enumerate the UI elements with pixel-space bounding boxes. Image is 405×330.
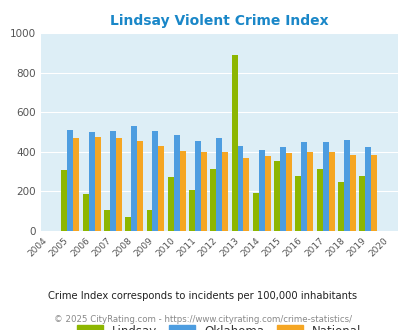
Bar bbox=[349, 155, 355, 231]
Bar bbox=[322, 142, 328, 231]
Bar bbox=[343, 140, 349, 231]
Bar bbox=[237, 146, 243, 231]
Bar bbox=[167, 177, 173, 231]
Bar bbox=[252, 193, 258, 231]
Bar bbox=[231, 55, 237, 231]
Bar bbox=[179, 151, 185, 231]
Bar bbox=[137, 141, 143, 231]
Bar bbox=[285, 153, 291, 231]
Text: © 2025 CityRating.com - https://www.cityrating.com/crime-statistics/: © 2025 CityRating.com - https://www.city… bbox=[54, 315, 351, 324]
Bar bbox=[328, 152, 334, 231]
Bar bbox=[158, 146, 164, 231]
Bar bbox=[273, 161, 279, 231]
Bar bbox=[210, 169, 216, 231]
Bar bbox=[173, 135, 179, 231]
Bar bbox=[94, 137, 100, 231]
Bar bbox=[61, 170, 67, 231]
Bar bbox=[104, 210, 110, 231]
Bar bbox=[200, 152, 207, 231]
Bar bbox=[189, 190, 194, 231]
Bar bbox=[67, 130, 73, 231]
Bar bbox=[358, 176, 364, 231]
Bar bbox=[73, 138, 79, 231]
Bar bbox=[152, 131, 158, 231]
Legend: Lindsay, Oklahoma, National: Lindsay, Oklahoma, National bbox=[72, 320, 365, 330]
Bar bbox=[222, 152, 228, 231]
Bar bbox=[258, 150, 264, 231]
Bar bbox=[370, 155, 376, 231]
Bar bbox=[264, 156, 270, 231]
Bar bbox=[110, 131, 115, 231]
Bar bbox=[194, 141, 200, 231]
Bar bbox=[337, 182, 343, 231]
Bar bbox=[364, 147, 370, 231]
Bar bbox=[131, 126, 137, 231]
Bar bbox=[279, 148, 285, 231]
Bar bbox=[307, 152, 313, 231]
Bar bbox=[115, 138, 122, 231]
Bar bbox=[301, 142, 307, 231]
Bar bbox=[83, 194, 88, 231]
Bar bbox=[88, 132, 94, 231]
Title: Lindsay Violent Crime Index: Lindsay Violent Crime Index bbox=[110, 14, 328, 28]
Bar bbox=[295, 176, 301, 231]
Bar bbox=[125, 217, 131, 231]
Bar bbox=[243, 158, 249, 231]
Bar bbox=[216, 138, 222, 231]
Bar bbox=[316, 169, 322, 231]
Bar bbox=[146, 210, 152, 231]
Text: Crime Index corresponds to incidents per 100,000 inhabitants: Crime Index corresponds to incidents per… bbox=[48, 291, 357, 301]
